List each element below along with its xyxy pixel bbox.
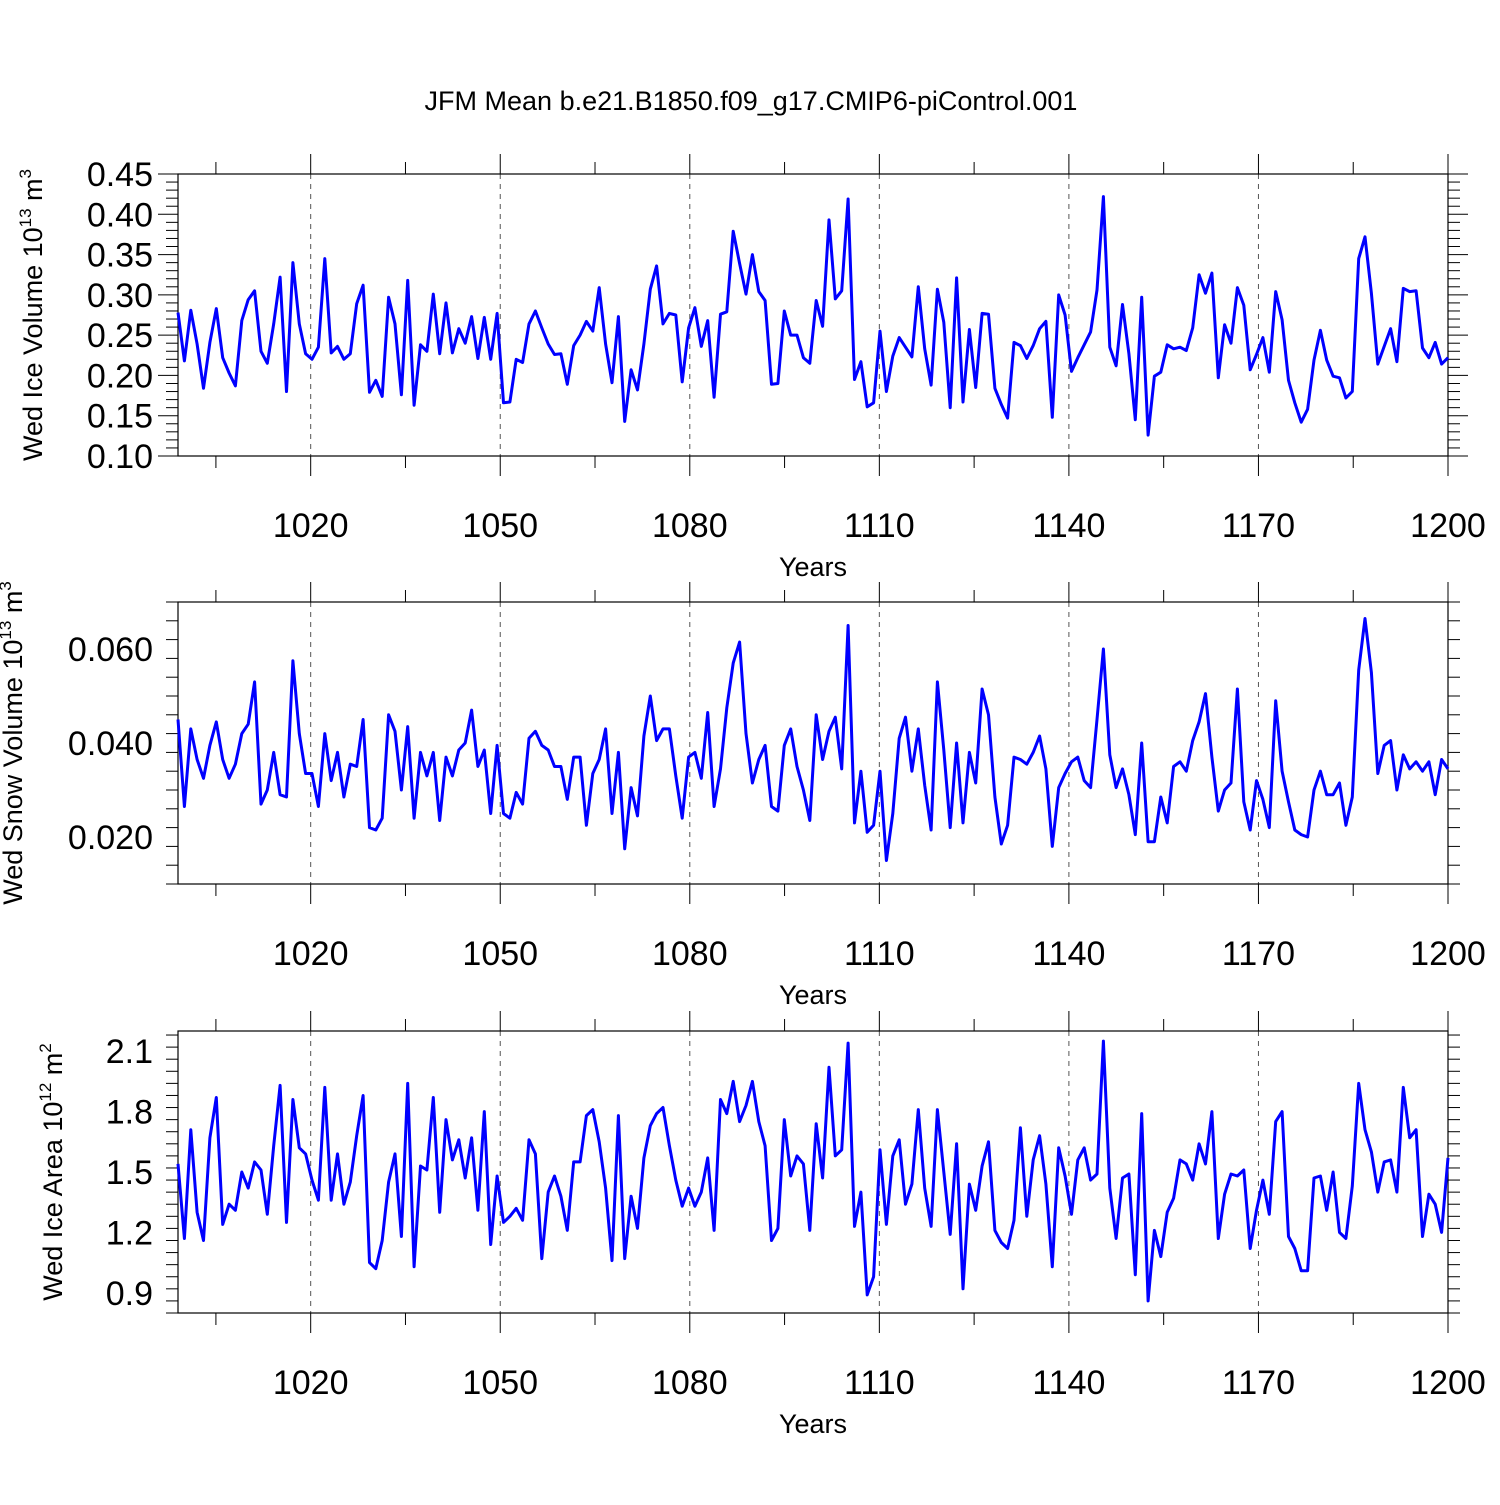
y-tick-label: 0.30 <box>87 277 153 315</box>
x-tick-label: 1020 <box>273 1364 349 1402</box>
x-tick-label: 1080 <box>652 1364 728 1402</box>
x-tick-label: 1050 <box>462 935 538 973</box>
x-tick-label: 1140 <box>1032 507 1105 545</box>
y-tick-label: 0.15 <box>87 398 153 436</box>
x-tick-label: 1020 <box>273 935 349 973</box>
y-tick-label: 0.35 <box>87 237 153 275</box>
y-axis-title: Wed Ice Volume 1013 m3 <box>16 169 48 461</box>
y-tick-label: 0.10 <box>87 438 153 476</box>
series-line-snow <box>176 617 1450 862</box>
x-tick-label: 1020 <box>273 507 349 545</box>
y-tick-label: 1.2 <box>106 1214 153 1252</box>
panel-volume: 0.100.150.200.250.300.350.400.45 1020 1050… <box>16 154 1486 582</box>
y-tick-label: 0.060 <box>68 631 153 669</box>
y-tick-label: 0.20 <box>87 357 153 395</box>
x-tick-label: 1110 <box>844 507 915 545</box>
x-tick-label: 1200 <box>1410 935 1486 973</box>
x-tick-label: 1050 <box>462 507 538 545</box>
y-tick-label: 0.25 <box>87 317 153 355</box>
x-axis-title: Years <box>779 1409 847 1439</box>
y-axis-title: Wed Ice Area 1012 m2 <box>36 1043 68 1301</box>
y-axis-title: Wed Snow Volume 1013 m3 <box>0 581 28 905</box>
y-tick-label: 1.5 <box>106 1154 153 1192</box>
plot-frame <box>177 601 1449 885</box>
x-tick-label: 1200 <box>1410 1364 1486 1402</box>
y-tick-label: 0.040 <box>68 725 153 763</box>
y-tick-label: 0.9 <box>106 1275 153 1313</box>
x-tick-label: 1140 <box>1032 1364 1105 1402</box>
x-tick-label: 1200 <box>1410 507 1486 545</box>
y-tick-label: 2.1 <box>106 1033 153 1071</box>
plot-frame <box>177 173 1449 457</box>
series-line-area <box>176 1039 1450 1303</box>
y-tick-label: 1.8 <box>106 1094 153 1132</box>
x-tick-label: 1140 <box>1032 935 1105 973</box>
x-tick-label: 1080 <box>652 507 728 545</box>
y-tick-label: 0.020 <box>68 819 153 857</box>
panel-area: 0.9 1.2 1.5 1.8 2.1 1020 1050 1080 1110 1140 1170 1… <box>36 1011 1486 1439</box>
x-tick-label: 1170 <box>1222 935 1295 973</box>
x-tick-label: 1050 <box>462 1364 538 1402</box>
x-tick-label: 1170 <box>1222 1364 1295 1402</box>
x-tick-label: 1080 <box>652 935 728 973</box>
x-tick-label: 1170 <box>1222 507 1295 545</box>
y-tick-label: 0.40 <box>87 196 153 234</box>
x-axis-title: Years <box>779 552 847 582</box>
chart-title: JFM Mean b.e21.B1850.f09_g17.CMIP6-piCon… <box>425 86 1078 116</box>
y-tick-label: 0.45 <box>87 156 153 194</box>
x-tick-label: 1110 <box>844 1364 915 1402</box>
x-tick-label: 1110 <box>844 935 915 973</box>
x-axis-title: Years <box>779 980 847 1010</box>
panel-snow: 0.020 0.040 0.060 1020 1050 1080 1110 1140 1170 1… <box>0 581 1486 1010</box>
series-line-volume <box>176 195 1450 437</box>
